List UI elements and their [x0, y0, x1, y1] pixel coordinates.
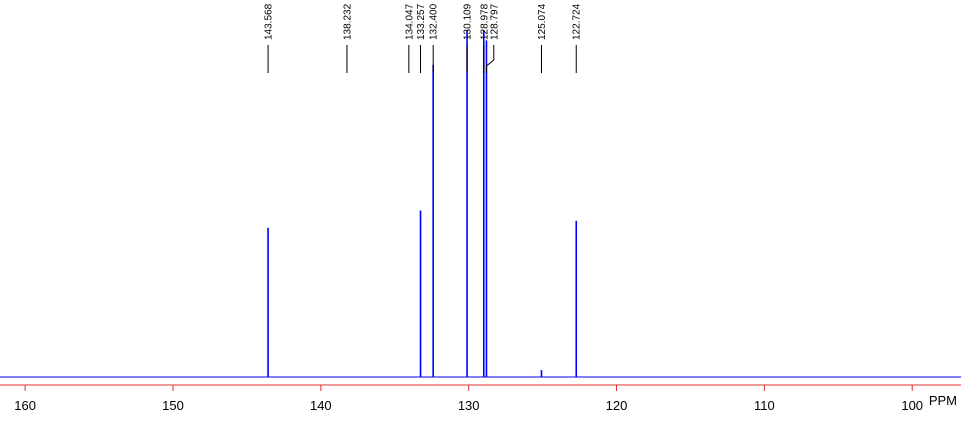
- peak-label: 132.400: [429, 3, 440, 40]
- x-tick-label: 130: [458, 398, 480, 413]
- peak-label: 133.257: [416, 3, 427, 40]
- x-axis-label: PPM: [929, 393, 957, 408]
- peak-label: 125.074: [537, 3, 548, 40]
- peak-label-line: [485, 45, 495, 73]
- x-tick-label: 160: [14, 398, 36, 413]
- peak-label: 130.109: [463, 3, 474, 40]
- peak-label: 128.978: [479, 3, 490, 40]
- x-tick-label: 150: [162, 398, 184, 413]
- x-tick-label: 100: [901, 398, 923, 413]
- x-tick-label: 120: [606, 398, 628, 413]
- peak-label: 134.047: [404, 3, 415, 40]
- x-tick-label: 140: [310, 398, 332, 413]
- peak-label: 122.724: [572, 3, 583, 40]
- x-tick-label: 110: [754, 398, 775, 413]
- peak-label: 143.568: [264, 3, 275, 40]
- peak-label: 128.797: [489, 3, 500, 40]
- peak-label: 138.232: [342, 3, 353, 40]
